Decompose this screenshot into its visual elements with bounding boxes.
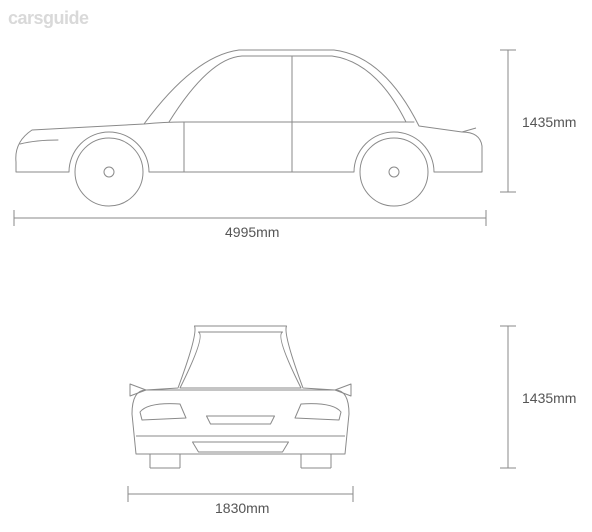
diagram-svg: [0, 0, 592, 532]
